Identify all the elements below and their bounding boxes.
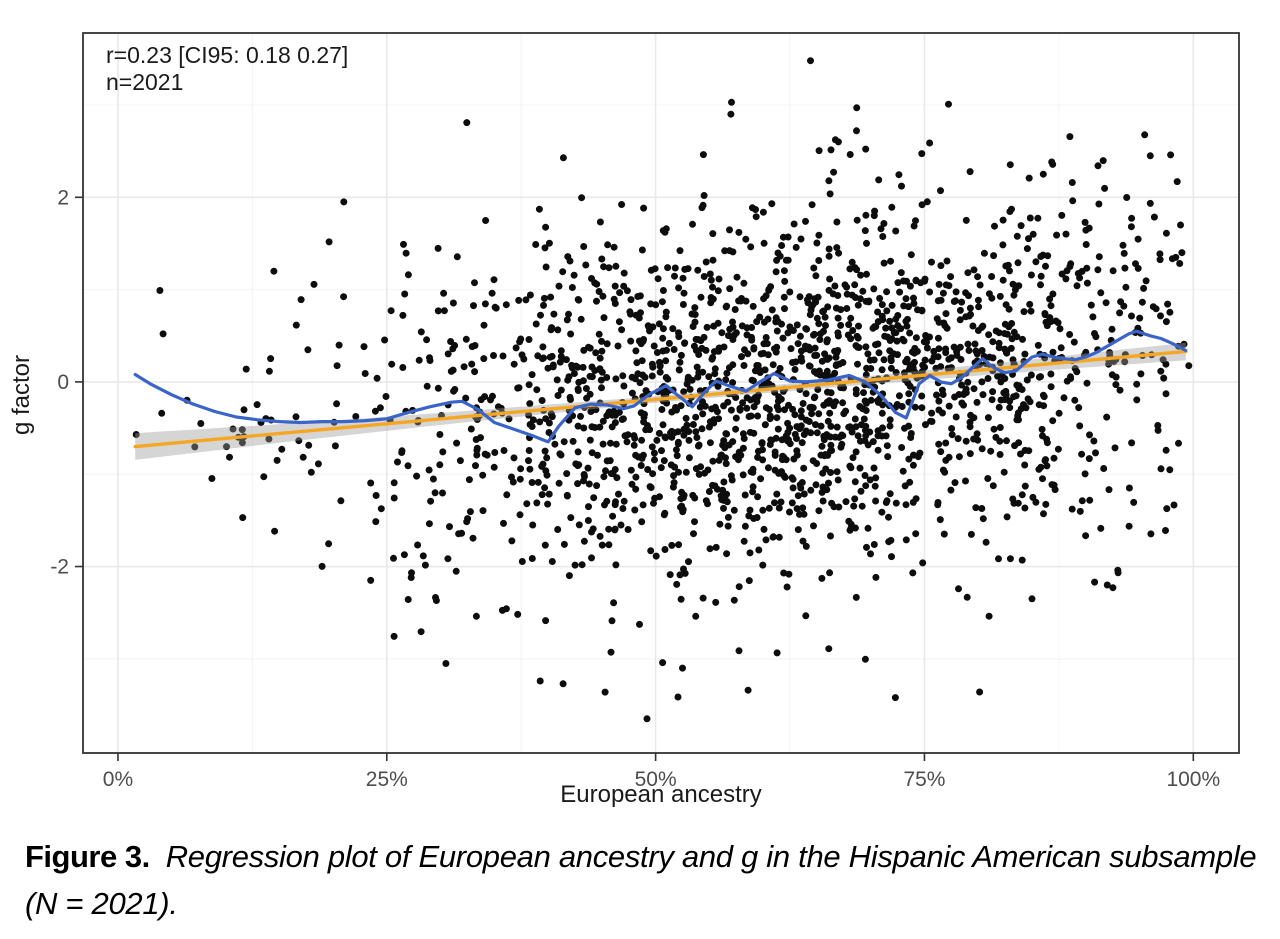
x-tick-label: 75% <box>903 768 945 791</box>
stats-annotation: r=0.23 [CI95: 0.18 0.27] n=2021 <box>106 42 348 96</box>
x-axis-title: European ancestry <box>560 781 762 808</box>
figure-caption-text: Regression plot of European ancestry and… <box>25 839 1257 921</box>
axis-ticks <box>75 196 1195 761</box>
sample-size-text: n=2021 <box>106 69 184 95</box>
scatter-plot: 0% 25% 50% 75% 100% -2 0 2 r=0.23 [CI95: 0.18 0… <box>8 32 1240 808</box>
x-tick-label: 50% <box>635 768 677 791</box>
plot-panel: 0% 25% 50% 75% 100% -2 0 2 <box>50 32 1240 791</box>
loess-line <box>133 329 1188 444</box>
y-axis-title: g factor <box>8 354 35 436</box>
figure-caption-label: Figure 3. <box>25 839 150 874</box>
panel-border <box>82 32 1240 754</box>
figure-caption: Figure 3. Regression plot of European anc… <box>25 833 1263 927</box>
x-tick-label: 0% <box>103 768 133 791</box>
y-tick-label: -2 <box>50 556 69 579</box>
correlation-text: r=0.23 [CI95: 0.18 0.27] <box>106 42 349 68</box>
y-tick-label: 0 <box>57 371 69 394</box>
x-tick-label: 25% <box>366 768 408 791</box>
regression-line <box>133 349 1188 449</box>
y-tick-label: 2 <box>57 186 69 209</box>
x-tick-label: 100% <box>1166 768 1220 791</box>
grid-minor <box>83 33 1239 753</box>
confidence-band <box>135 342 1186 460</box>
points-layer <box>132 57 1193 723</box>
